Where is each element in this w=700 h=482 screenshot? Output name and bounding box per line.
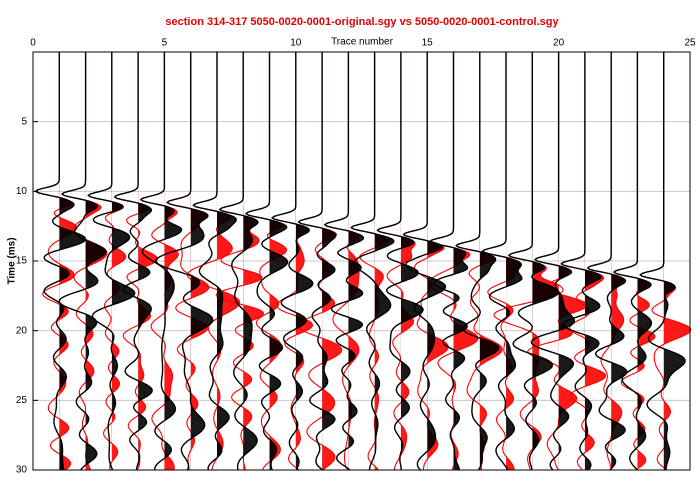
wiggle-fill (558, 52, 575, 470)
x-tick-label: 25 (684, 38, 696, 49)
x-tick-label: 20 (553, 38, 565, 49)
wiggle-trace (376, 52, 424, 471)
wiggle-fill (400, 236, 424, 470)
x-tick-label: 5 (162, 38, 168, 49)
chart-title: section 314-317 5050-0020-0001-original.… (165, 16, 559, 28)
y-axis-label: Time (ms) (7, 237, 18, 284)
x-tick-label: 10 (290, 38, 302, 49)
plot-frame (32, 51, 691, 471)
wiggle-fill (637, 278, 655, 469)
wiggle-trace (297, 52, 337, 471)
wiggle-trace (402, 52, 447, 471)
wiggle-trace (612, 52, 653, 471)
wiggle-fill (111, 52, 126, 470)
wiggle-fill (216, 52, 240, 459)
wiggle-trace (507, 52, 559, 471)
wiggle-trace (155, 52, 214, 471)
wiggle-fill (190, 52, 213, 470)
wiggle-fill (138, 52, 153, 470)
y-tick-label: 20 (16, 325, 28, 336)
wiggle-fill (453, 52, 468, 470)
wiggle-fill (138, 52, 158, 470)
x-axis-label: Trace number (331, 37, 394, 48)
wiggle-fill (427, 240, 449, 460)
wiggle-fill (637, 278, 652, 448)
wiggle-fill (427, 240, 446, 452)
wiggle-trace (271, 52, 314, 471)
wiggle-fill (400, 236, 416, 456)
wiggle-fill (479, 52, 499, 468)
wiggle-fill (243, 215, 264, 470)
y-tick-label: 5 (21, 116, 27, 127)
wiggle-fill (506, 257, 522, 470)
y-tick-label: 25 (16, 395, 28, 406)
wiggle-fill (506, 257, 521, 470)
wiggle-trace (34, 52, 87, 471)
y-tick-label: 15 (16, 256, 28, 267)
wiggle-fill (216, 52, 237, 458)
wiggle-trace (58, 52, 107, 471)
wiggle-fill (663, 52, 686, 470)
y-tick-label: 10 (16, 186, 28, 197)
wiggle-trace (323, 52, 365, 471)
wiggle-trace (639, 52, 686, 471)
wiggle-trace (560, 52, 602, 471)
wiggle-trace (428, 52, 469, 471)
wiggle-trace (113, 52, 153, 471)
wiggle-trace (530, 52, 576, 471)
wiggle-trace (481, 52, 523, 471)
wiggle-trace (350, 52, 395, 471)
wiggle-trace (218, 52, 259, 471)
wiggle-fill (322, 52, 336, 470)
wiggle-trace (455, 52, 500, 471)
wiggle-trace (192, 52, 237, 471)
wiggle-trace (586, 52, 628, 471)
x-tick-label: 0 (30, 38, 36, 49)
wiggle-fill (269, 52, 288, 470)
wiggle-fill (295, 52, 313, 470)
wiggle-trace (244, 52, 289, 471)
x-tick-label: 15 (422, 38, 434, 49)
wiggle-fill (59, 52, 77, 470)
wiggle-fill (85, 52, 106, 470)
wiggle-trace (87, 52, 136, 471)
wiggle-fill (611, 52, 627, 470)
y-tick-label: 30 (16, 465, 28, 476)
wiggle-trace (139, 52, 183, 471)
